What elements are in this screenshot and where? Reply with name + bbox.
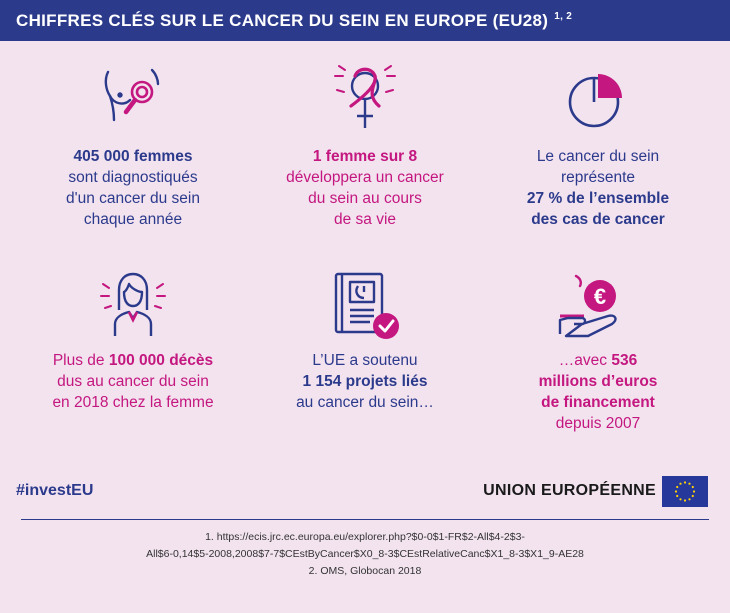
woman-portrait-icon: [100, 272, 166, 336]
svg-text:€: €: [594, 284, 606, 309]
footer-divider: [21, 519, 709, 520]
pie-chart-icon: [568, 74, 622, 128]
footnote-2: 2. OMS, Globocan 2018: [308, 565, 422, 577]
fact-eu-funding: …avec 536 millions d’euros de financemen…: [538, 352, 658, 432]
eu-star: [688, 482, 691, 485]
eu-star: [676, 485, 679, 489]
eu-star: [679, 482, 682, 485]
hashtag-investeu: #investEU: [16, 482, 94, 499]
eu-star: [683, 499, 687, 502]
eu-flag-icon: [662, 476, 708, 507]
euro-coin-hand-icon: €: [558, 274, 617, 338]
footnote-1-line-1: 1. https://ecis.jrc.ec.europa.eu/explore…: [205, 531, 525, 543]
fact-share-of-cancers: Le cancer du sein représente 27 % de l’e…: [526, 148, 670, 228]
header-banner: CHIFFRES CLÉS SUR LE CANCER DU SEIN EN E…: [0, 0, 730, 41]
title-footnote-refs: 1, 2: [554, 11, 573, 23]
eu-star: [679, 498, 682, 501]
page-title: CHIFFRES CLÉS SUR LE CANCER DU SEIN EN E…: [16, 11, 573, 30]
eu-star: [683, 481, 687, 484]
fact-deaths: Plus de 100 000 décès dus au cancer du s…: [52, 352, 214, 411]
fact-eu-projects: L’UE a soutenu 1 154 projets liés au can…: [296, 352, 434, 411]
footnote-1-line-2: All$6-0,14$5-2008,2008$7-7$CEstByCancer$…: [146, 548, 584, 560]
eu-star: [691, 485, 694, 489]
research-document-icon: [334, 272, 399, 339]
fact-diagnoses: 405 000 femmes sont diagnostiqués d'un c…: [66, 148, 200, 228]
eu-label: UNION EUROPÉENNE: [483, 482, 656, 499]
eu-star: [688, 498, 691, 501]
eu-star: [691, 494, 694, 498]
fact-lifetime-risk: 1 femme sur 8 développera un cancer du s…: [286, 148, 444, 228]
eu-star: [676, 494, 679, 498]
female-ribbon-icon: [334, 65, 396, 128]
eu-star: [674, 490, 678, 493]
footnotes: 1. https://ecis.jrc.ec.europa.eu/explore…: [0, 529, 730, 580]
eu-star: [692, 490, 696, 493]
breast-examination-icon: [104, 68, 160, 122]
